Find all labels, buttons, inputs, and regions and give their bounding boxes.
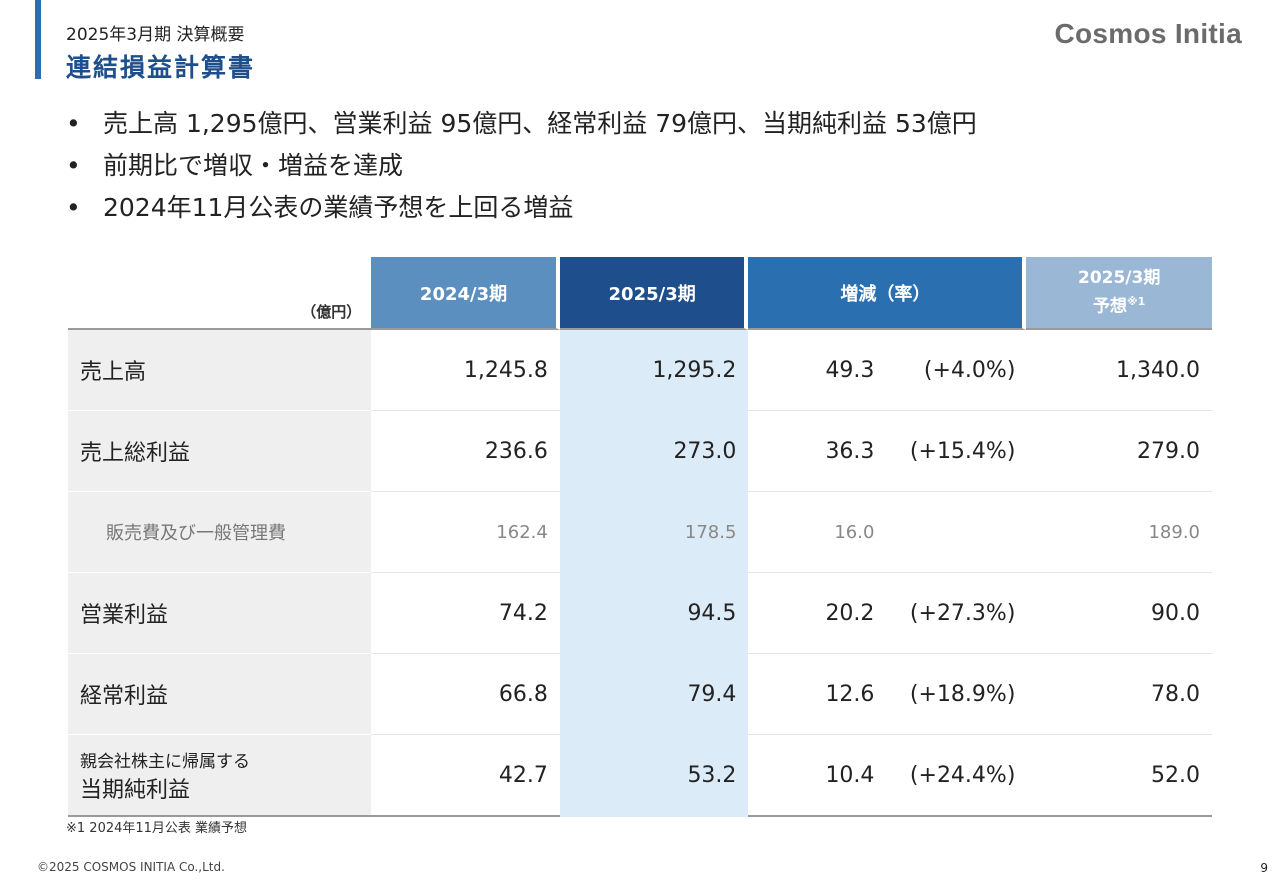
cell-forecast: 90.0 (1026, 573, 1212, 654)
change-rate: (+18.9%) (909, 681, 1016, 707)
cell-prev: 236.6 (371, 411, 560, 492)
row-label: 経常利益 (68, 654, 372, 735)
cell-prev: 42.7 (371, 735, 560, 817)
header-curr-year: 2025/3期 (559, 257, 749, 330)
row-label: 親会社株主に帰属する当期純利益 (68, 735, 372, 817)
accent-bar (35, 0, 41, 79)
table-row: 経常利益 66.8 79.4 12.6 (+18.9%) 78.0 (68, 654, 1212, 735)
bullet-dot-icon: • (66, 151, 81, 180)
unit-label: （億円） (68, 257, 372, 330)
change-rate: (+4.0%) (923, 357, 1016, 383)
bullet-text: 前期比で増収・増益を達成 (103, 151, 404, 180)
footnote: ※1 2024年11月公表 業績予想 (66, 821, 248, 836)
company-logo: Cosmos Initia (1054, 18, 1242, 49)
cell-forecast: 78.0 (1026, 654, 1212, 735)
forecast-line1: 2025/3期 (1077, 268, 1161, 289)
change-value: 36.3 (825, 438, 875, 464)
header-forecast: 2025/3期 予想※1 (1026, 257, 1212, 330)
row-label-small: 親会社株主に帰属する (80, 751, 250, 772)
cell-curr: 273.0 (559, 411, 749, 492)
bullet-item: • 前期比で増収・増益を達成 (66, 145, 977, 187)
summary-bullets: • 売上高 1,295億円、営業利益 95億円、経常利益 79億円、当期純利益 5… (66, 103, 977, 229)
cell-curr: 94.5 (559, 573, 749, 654)
change-value: 49.3 (825, 357, 875, 383)
cell-prev: 1,245.8 (371, 330, 560, 411)
page-number: 9 (1260, 861, 1268, 875)
cell-forecast: 189.0 (1026, 492, 1212, 573)
change-value: 10.4 (825, 762, 875, 788)
change-value: 12.6 (825, 681, 875, 707)
forecast-note-mark: ※1 (1126, 295, 1146, 309)
change-rate: (+15.4%) (909, 438, 1016, 464)
cell-prev: 74.2 (371, 573, 560, 654)
page-subtitle: 2025年3月期 決算概要 (66, 25, 245, 45)
table-row: 販売費及び一般管理費 162.4 178.5 16.0 189.0 (68, 492, 1212, 573)
row-label-main: 当期純利益 (80, 777, 191, 803)
cell-prev: 66.8 (371, 654, 560, 735)
bullet-item: • 売上高 1,295億円、営業利益 95億円、経常利益 79億円、当期純利益 5… (66, 103, 977, 145)
row-label: 売上高 (68, 330, 372, 411)
table-row: 売上高 1,245.8 1,295.2 49.3 (+4.0%) 1,340.0 (68, 330, 1212, 411)
table-row: 営業利益 74.2 94.5 20.2 (+27.3%) 90.0 (68, 573, 1212, 654)
cell-forecast: 279.0 (1026, 411, 1212, 492)
header-change: 増減（率） (748, 257, 1027, 330)
bullet-dot-icon: • (66, 193, 81, 222)
forecast-line2: 予想 (1092, 296, 1127, 317)
table-row: 売上総利益 236.6 273.0 36.3 (+15.4%) 279.0 (68, 411, 1212, 492)
cell-curr: 1,295.2 (559, 330, 749, 411)
cell-change: 12.6 (+18.9%) (748, 654, 1027, 735)
copyright: ©2025 COSMOS INITIA Co.,Ltd. (37, 860, 225, 874)
cell-forecast: 1,340.0 (1026, 330, 1212, 411)
change-rate: (+27.3%) (909, 600, 1016, 626)
change-rate: (+24.4%) (909, 762, 1016, 788)
cell-change: 36.3 (+15.4%) (748, 411, 1027, 492)
bullet-dot-icon: • (66, 109, 81, 138)
page-title: 連結損益計算書 (66, 53, 256, 82)
cell-curr: 79.4 (559, 654, 749, 735)
row-label: 売上総利益 (68, 411, 372, 492)
row-label: 営業利益 (68, 573, 372, 654)
income-statement-table: （億円） 2024/3期 2025/3期 増減（率） 2025/3期 予想※1 … (68, 257, 1212, 817)
cell-forecast: 52.0 (1026, 735, 1212, 817)
change-value: 20.2 (825, 600, 875, 626)
row-label: 販売費及び一般管理費 (68, 492, 372, 573)
table-row: 親会社株主に帰属する当期純利益 42.7 53.2 10.4 (+24.4%) 5… (68, 735, 1212, 817)
change-value: 16.0 (834, 521, 875, 543)
bullet-text: 2024年11月公表の業績予想を上回る増益 (103, 193, 574, 222)
table-header-row: （億円） 2024/3期 2025/3期 増減（率） 2025/3期 予想※1 (68, 257, 1212, 330)
cell-change: 10.4 (+24.4%) (748, 735, 1027, 817)
unit-text: （億円） (301, 303, 362, 321)
bullet-text: 売上高 1,295億円、営業利益 95億円、経常利益 79億円、当期純利益 53… (103, 109, 977, 138)
cell-curr: 53.2 (559, 735, 749, 817)
cell-change: 20.2 (+27.3%) (748, 573, 1027, 654)
cell-change: 49.3 (+4.0%) (748, 330, 1027, 411)
cell-prev: 162.4 (371, 492, 560, 573)
cell-curr: 178.5 (559, 492, 749, 573)
header-prev-year: 2024/3期 (371, 257, 560, 330)
bullet-item: • 2024年11月公表の業績予想を上回る増益 (66, 187, 977, 229)
cell-change: 16.0 (748, 492, 1027, 573)
